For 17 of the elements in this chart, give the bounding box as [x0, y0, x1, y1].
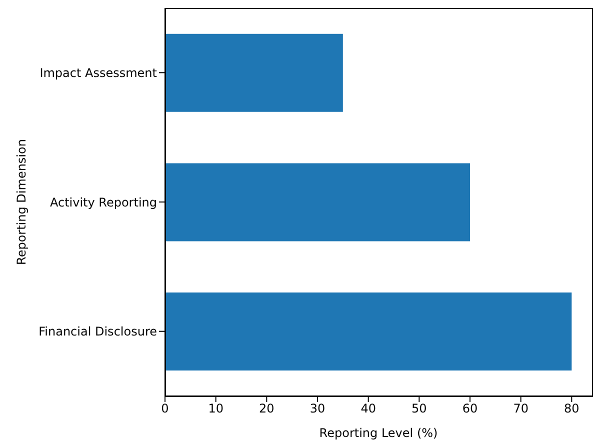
y-axis-title: Reporting Dimension [14, 139, 28, 265]
x-tick-label: 80 [564, 402, 580, 416]
bar [165, 163, 470, 242]
x-tick-label: 50 [412, 402, 427, 416]
x-tick-label: 30 [310, 402, 326, 416]
x-axis-title: Reporting Level (%) [319, 426, 438, 440]
x-tick-label: 60 [462, 402, 478, 416]
bar [165, 34, 343, 112]
x-tick-label: 40 [360, 402, 376, 416]
y-tick-label: Activity Reporting [50, 195, 157, 210]
x-tick-label: 20 [259, 402, 274, 416]
y-tick-label: Impact Assessment [40, 66, 158, 80]
bar [165, 292, 572, 371]
y-tick-label: Financial Disclosure [38, 324, 157, 339]
x-tick-label: 10 [208, 402, 224, 416]
x-tick-label: 0 [161, 402, 169, 416]
x-tick-label: 70 [513, 402, 528, 416]
